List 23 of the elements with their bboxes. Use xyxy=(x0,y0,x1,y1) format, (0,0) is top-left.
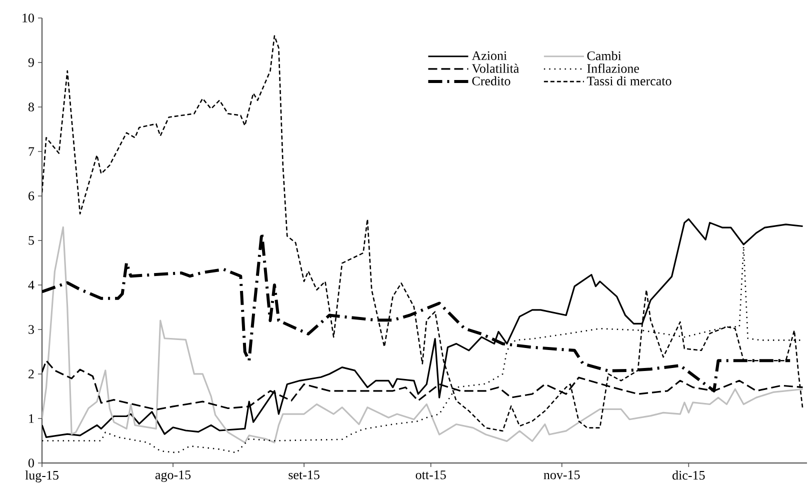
legend-label: Tassi di mercato xyxy=(586,76,672,86)
x-tick-label: dic-15 xyxy=(672,470,705,480)
y-tick-label: 1 xyxy=(29,414,34,423)
y-tick-label: 2 xyxy=(28,370,34,378)
y-tick-label: 7 xyxy=(28,147,34,156)
legend-label: Volatilità xyxy=(472,64,519,73)
y-tick-label: 9 xyxy=(28,58,34,67)
y-tick-label: 0 xyxy=(28,458,34,468)
y-tick-label: 4 xyxy=(28,280,34,290)
x-tick-label: nov-15 xyxy=(544,470,580,480)
legend-label: Cambi xyxy=(587,51,622,60)
legend-label: Azioni xyxy=(472,51,507,60)
y-tick-label: 8 xyxy=(28,102,34,112)
x-tick-label: ago-15 xyxy=(155,470,191,482)
legend-label: Inflazione xyxy=(587,64,639,73)
x-tick-label: set-15 xyxy=(288,470,320,480)
x-tick-label: ott-15 xyxy=(416,470,446,480)
x-tick-label: lug-15 xyxy=(25,470,58,482)
y-tick-label: 6 xyxy=(28,192,34,200)
legend-label: Credito xyxy=(472,76,510,86)
y-tick-label: 5 xyxy=(28,236,34,245)
y-tick-label: 3 xyxy=(28,325,34,334)
y-tick-label: 10 xyxy=(22,14,34,22)
